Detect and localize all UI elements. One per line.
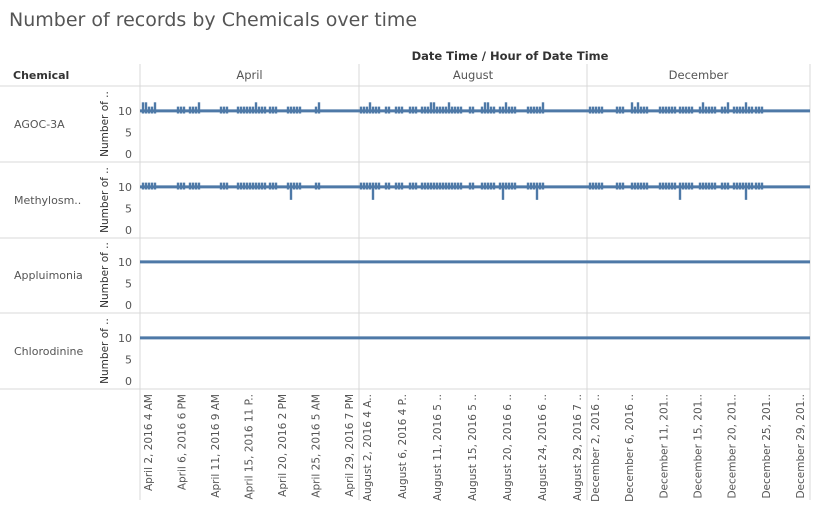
y-tick-label: 0 — [125, 299, 132, 312]
y-axis-title: Number of .. — [99, 167, 111, 233]
y-axis-title: Number of .. — [99, 242, 111, 308]
x-tick-label: December 11, 201.. — [658, 394, 670, 499]
y-tick-label: 10 — [118, 181, 132, 194]
x-tick-label: December 2, 2016 .. — [590, 394, 602, 502]
x-tick-label: April 11, 2016 9 AM — [210, 394, 222, 498]
row-label: Appluimonia — [14, 269, 83, 282]
y-tick-label: 0 — [125, 148, 132, 161]
y-tick-label: 10 — [118, 105, 132, 118]
x-tick-label: August 29, 2016 7 .. — [572, 394, 584, 501]
pane-header-august: August — [453, 68, 494, 82]
y-tick-label: 5 — [125, 353, 132, 366]
x-tick-label: August 15, 2016 5 .. — [467, 394, 479, 501]
y-tick-label: 5 — [125, 202, 132, 215]
x-tick-label: December 20, 201.. — [727, 394, 739, 499]
pane-header-december: December — [669, 68, 729, 82]
x-tick-label: December 6, 2016 .. — [624, 394, 636, 502]
x-tick-label: April 29, 2016 7 PM — [344, 394, 356, 497]
y-axis-title: Number of .. — [99, 91, 111, 157]
row-label: AGOC-3A — [14, 118, 65, 131]
x-tick-label: April 2, 2016 4 AM — [143, 394, 155, 491]
y-tick-label: 0 — [125, 375, 132, 388]
y-tick-label: 0 — [125, 224, 132, 237]
x-tick-label: April 20, 2016 2 PM — [277, 394, 289, 497]
y-tick-label: 10 — [118, 332, 132, 345]
pane-header-april: April — [236, 68, 262, 82]
x-tick-label: April 25, 2016 5 AM — [311, 394, 323, 498]
x-tick-label: August 11, 2016 5 .. — [432, 394, 444, 501]
y-axis-title: Number of .. — [99, 318, 111, 384]
row-label: Chlorodinine — [14, 345, 83, 358]
x-tick-label: August 2, 2016 4 A.. — [362, 394, 374, 501]
x-tick-label: August 24, 2016 6 .. — [537, 394, 549, 501]
row-label: Methylosm.. — [14, 194, 81, 207]
x-tick-label: December 25, 201.. — [761, 394, 773, 499]
y-tick-label: 5 — [125, 126, 132, 139]
x-tick-label: December 29, 201.. — [795, 394, 807, 499]
x-tick-label: August 20, 2016 6 .. — [502, 394, 514, 501]
x-tick-label: August 6, 2016 4 P.. — [397, 394, 409, 499]
y-tick-label: 5 — [125, 277, 132, 290]
x-tick-label: April 15, 2016 11 P.. — [244, 394, 256, 500]
y-tick-label: 10 — [118, 256, 132, 269]
x-tick-label: April 6, 2016 6 PM — [177, 394, 189, 490]
x-tick-label: December 15, 201.. — [693, 394, 705, 499]
